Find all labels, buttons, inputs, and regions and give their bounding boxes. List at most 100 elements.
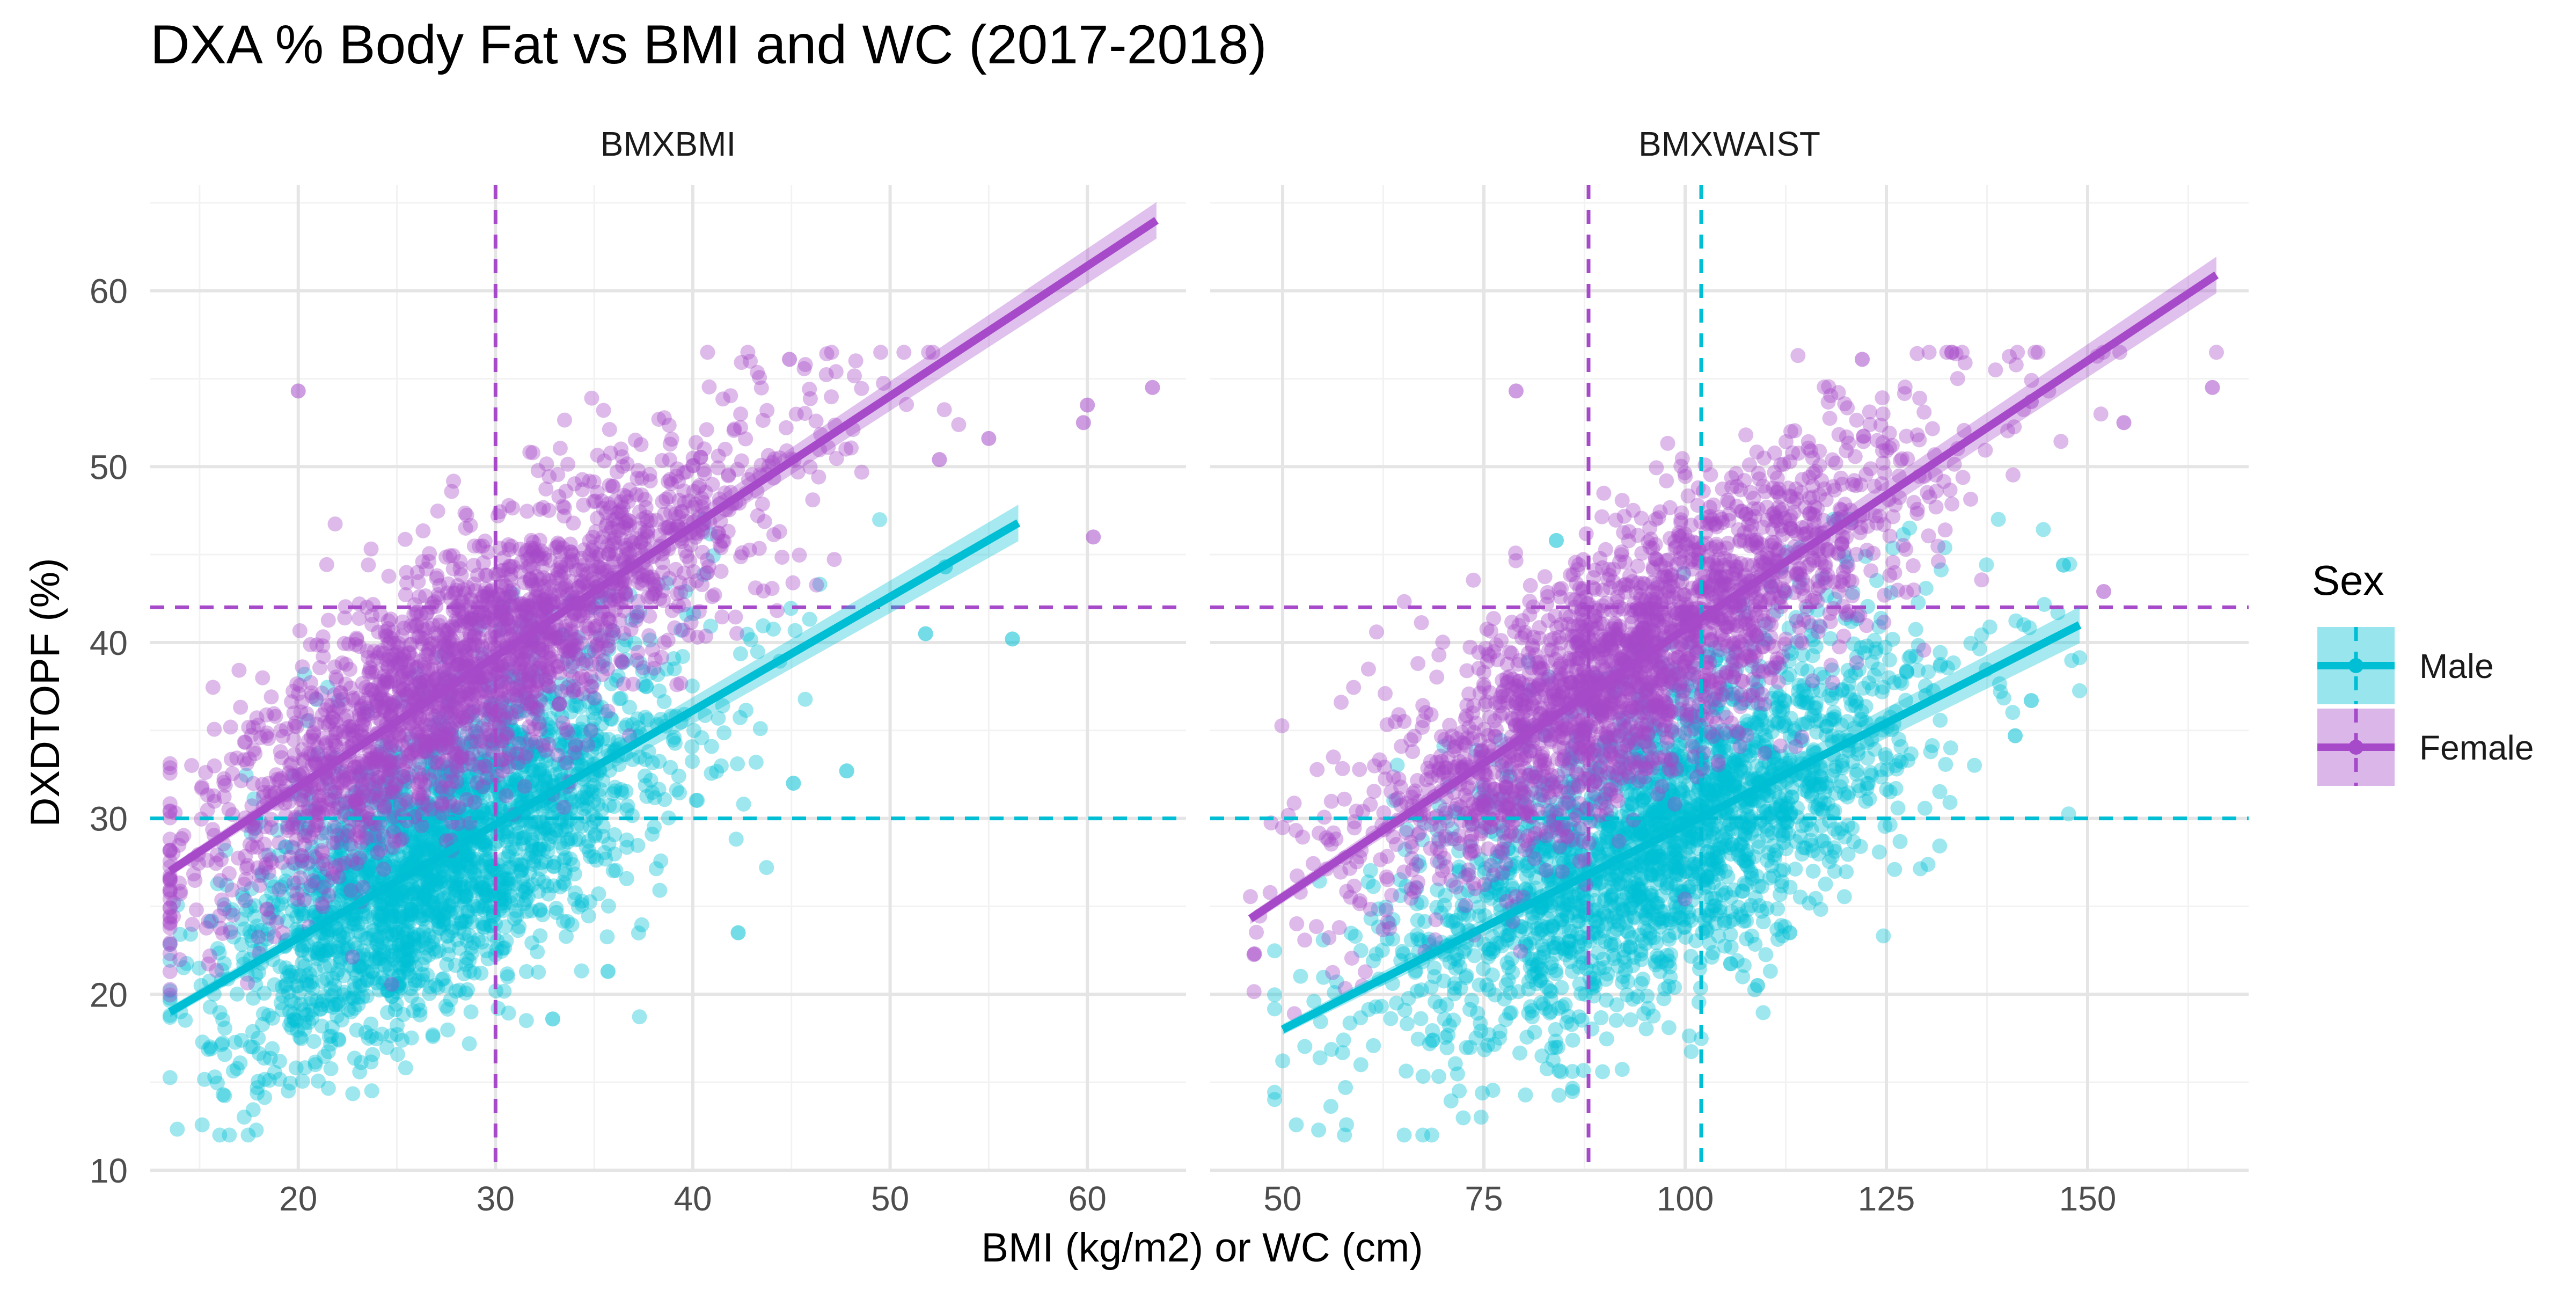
scatter-point-female	[615, 459, 630, 474]
scatter-point-male	[531, 884, 546, 899]
scatter-point-male	[1763, 964, 1778, 979]
scatter-point-female	[163, 756, 178, 771]
scatter-point-female	[264, 689, 279, 704]
scatter-point-male	[203, 1039, 218, 1054]
scatter-point-female	[217, 771, 232, 786]
scatter-point-female	[506, 681, 521, 696]
x-axis-label: BMI (kg/m2) or WC (cm)	[981, 1225, 1423, 1271]
scatter-point-female	[700, 345, 715, 360]
scatter-point-male	[532, 928, 547, 943]
scatter-point-female	[346, 690, 361, 705]
scatter-point-female	[819, 367, 834, 382]
scatter-point-male	[1932, 838, 1947, 854]
x-tick-label: 150	[2059, 1179, 2117, 1218]
scatter-point-female	[580, 738, 595, 753]
scatter-point-female	[187, 873, 202, 888]
scatter-point-male	[163, 1070, 178, 1085]
scatter-point-female	[443, 764, 458, 779]
scatter-point-female	[255, 670, 270, 685]
scatter-point-female	[491, 508, 506, 523]
scatter-point-female	[293, 704, 308, 719]
scatter-point-male	[463, 852, 478, 867]
scatter-point-male	[579, 839, 594, 854]
scatter-point-male	[457, 966, 472, 981]
scatter-point-male	[217, 1088, 232, 1103]
scatter-point-female	[668, 562, 683, 577]
scatter-point-female	[636, 660, 651, 675]
scatter-point-female	[602, 478, 617, 493]
scatter-point-male	[222, 1128, 237, 1143]
scatter-point-female	[770, 603, 785, 618]
scatter-point-female	[451, 800, 466, 815]
scatter-point-female	[460, 726, 475, 741]
scatter-point-female	[317, 880, 332, 895]
scatter-point-female	[287, 719, 302, 734]
scatter-point-male	[1005, 631, 1020, 646]
scatter-point-male	[470, 875, 485, 890]
scatter-point-female	[759, 403, 774, 418]
scatter-point-female	[485, 701, 500, 716]
scatter-point-female	[772, 524, 787, 539]
scatter-point-female	[506, 559, 521, 574]
scatter-point-female	[681, 628, 696, 643]
x-tick-label: 50	[871, 1179, 909, 1218]
y-tick-label: 50	[90, 448, 128, 486]
scatter-point-female	[163, 910, 178, 925]
scatter-point-female	[337, 610, 352, 625]
scatter-point-female	[585, 657, 600, 672]
x-tick-label: 100	[1657, 1179, 1714, 1218]
scatter-point-male	[601, 899, 616, 914]
scatter-point-female	[303, 675, 318, 690]
scatter-point-male	[1397, 1128, 1412, 1143]
scatter-point-female	[252, 878, 267, 893]
scatter-point-female	[729, 626, 744, 641]
scatter-point-female	[387, 834, 402, 849]
x-tick-label: 50	[1263, 1179, 1301, 1218]
scatter-point-female	[499, 579, 514, 594]
scatter-point-female	[555, 657, 570, 672]
scatter-point-male	[402, 950, 417, 965]
scatter-point-female	[714, 609, 729, 624]
scatter-point-female	[163, 937, 178, 952]
scatter-point-male	[275, 1002, 290, 1017]
x-tick-label: 40	[674, 1179, 712, 1218]
scatter-point-female	[654, 650, 669, 665]
scatter-point-male	[714, 758, 729, 774]
scatter-point-female	[752, 370, 767, 385]
scatter-point-male	[533, 862, 548, 877]
scatter-point-female	[792, 548, 807, 563]
scatter-point-male	[232, 1055, 247, 1070]
scatter-point-male	[195, 1118, 210, 1133]
scatter-point-female	[221, 802, 236, 817]
scatter-point-female	[441, 577, 456, 592]
scatter-point-male	[639, 679, 654, 694]
scatter-point-female	[319, 557, 334, 572]
scatter-point-male	[1565, 1033, 1580, 1048]
scatter-point-male	[289, 1061, 304, 1076]
scatter-point-male	[296, 906, 311, 921]
scatter-point-female	[715, 534, 730, 549]
scatter-point-female	[429, 755, 444, 770]
scatter-point-female	[295, 659, 310, 674]
scatter-point-male	[531, 965, 546, 980]
scatter-point-female	[541, 503, 557, 518]
scatter-point-male	[390, 892, 405, 907]
scatter-point-male	[215, 1012, 230, 1027]
scatter-point-female	[259, 901, 274, 916]
scatter-point-female	[669, 677, 684, 692]
scatter-point-female	[398, 532, 413, 547]
scatter-point-female	[566, 516, 581, 531]
scatter-point-female	[362, 682, 377, 697]
scatter-point-female	[583, 669, 598, 684]
scatter-point-male	[1891, 800, 1906, 815]
scatter-point-female	[345, 950, 360, 965]
scatter-point-female	[774, 550, 789, 565]
scatter-point-female	[291, 686, 306, 701]
scatter-point-male	[272, 1072, 287, 1087]
scatter-point-female	[415, 768, 430, 783]
scatter-point-male	[491, 1001, 506, 1016]
scatter-point-female	[728, 610, 743, 625]
x-tick-label: 60	[1069, 1179, 1107, 1218]
